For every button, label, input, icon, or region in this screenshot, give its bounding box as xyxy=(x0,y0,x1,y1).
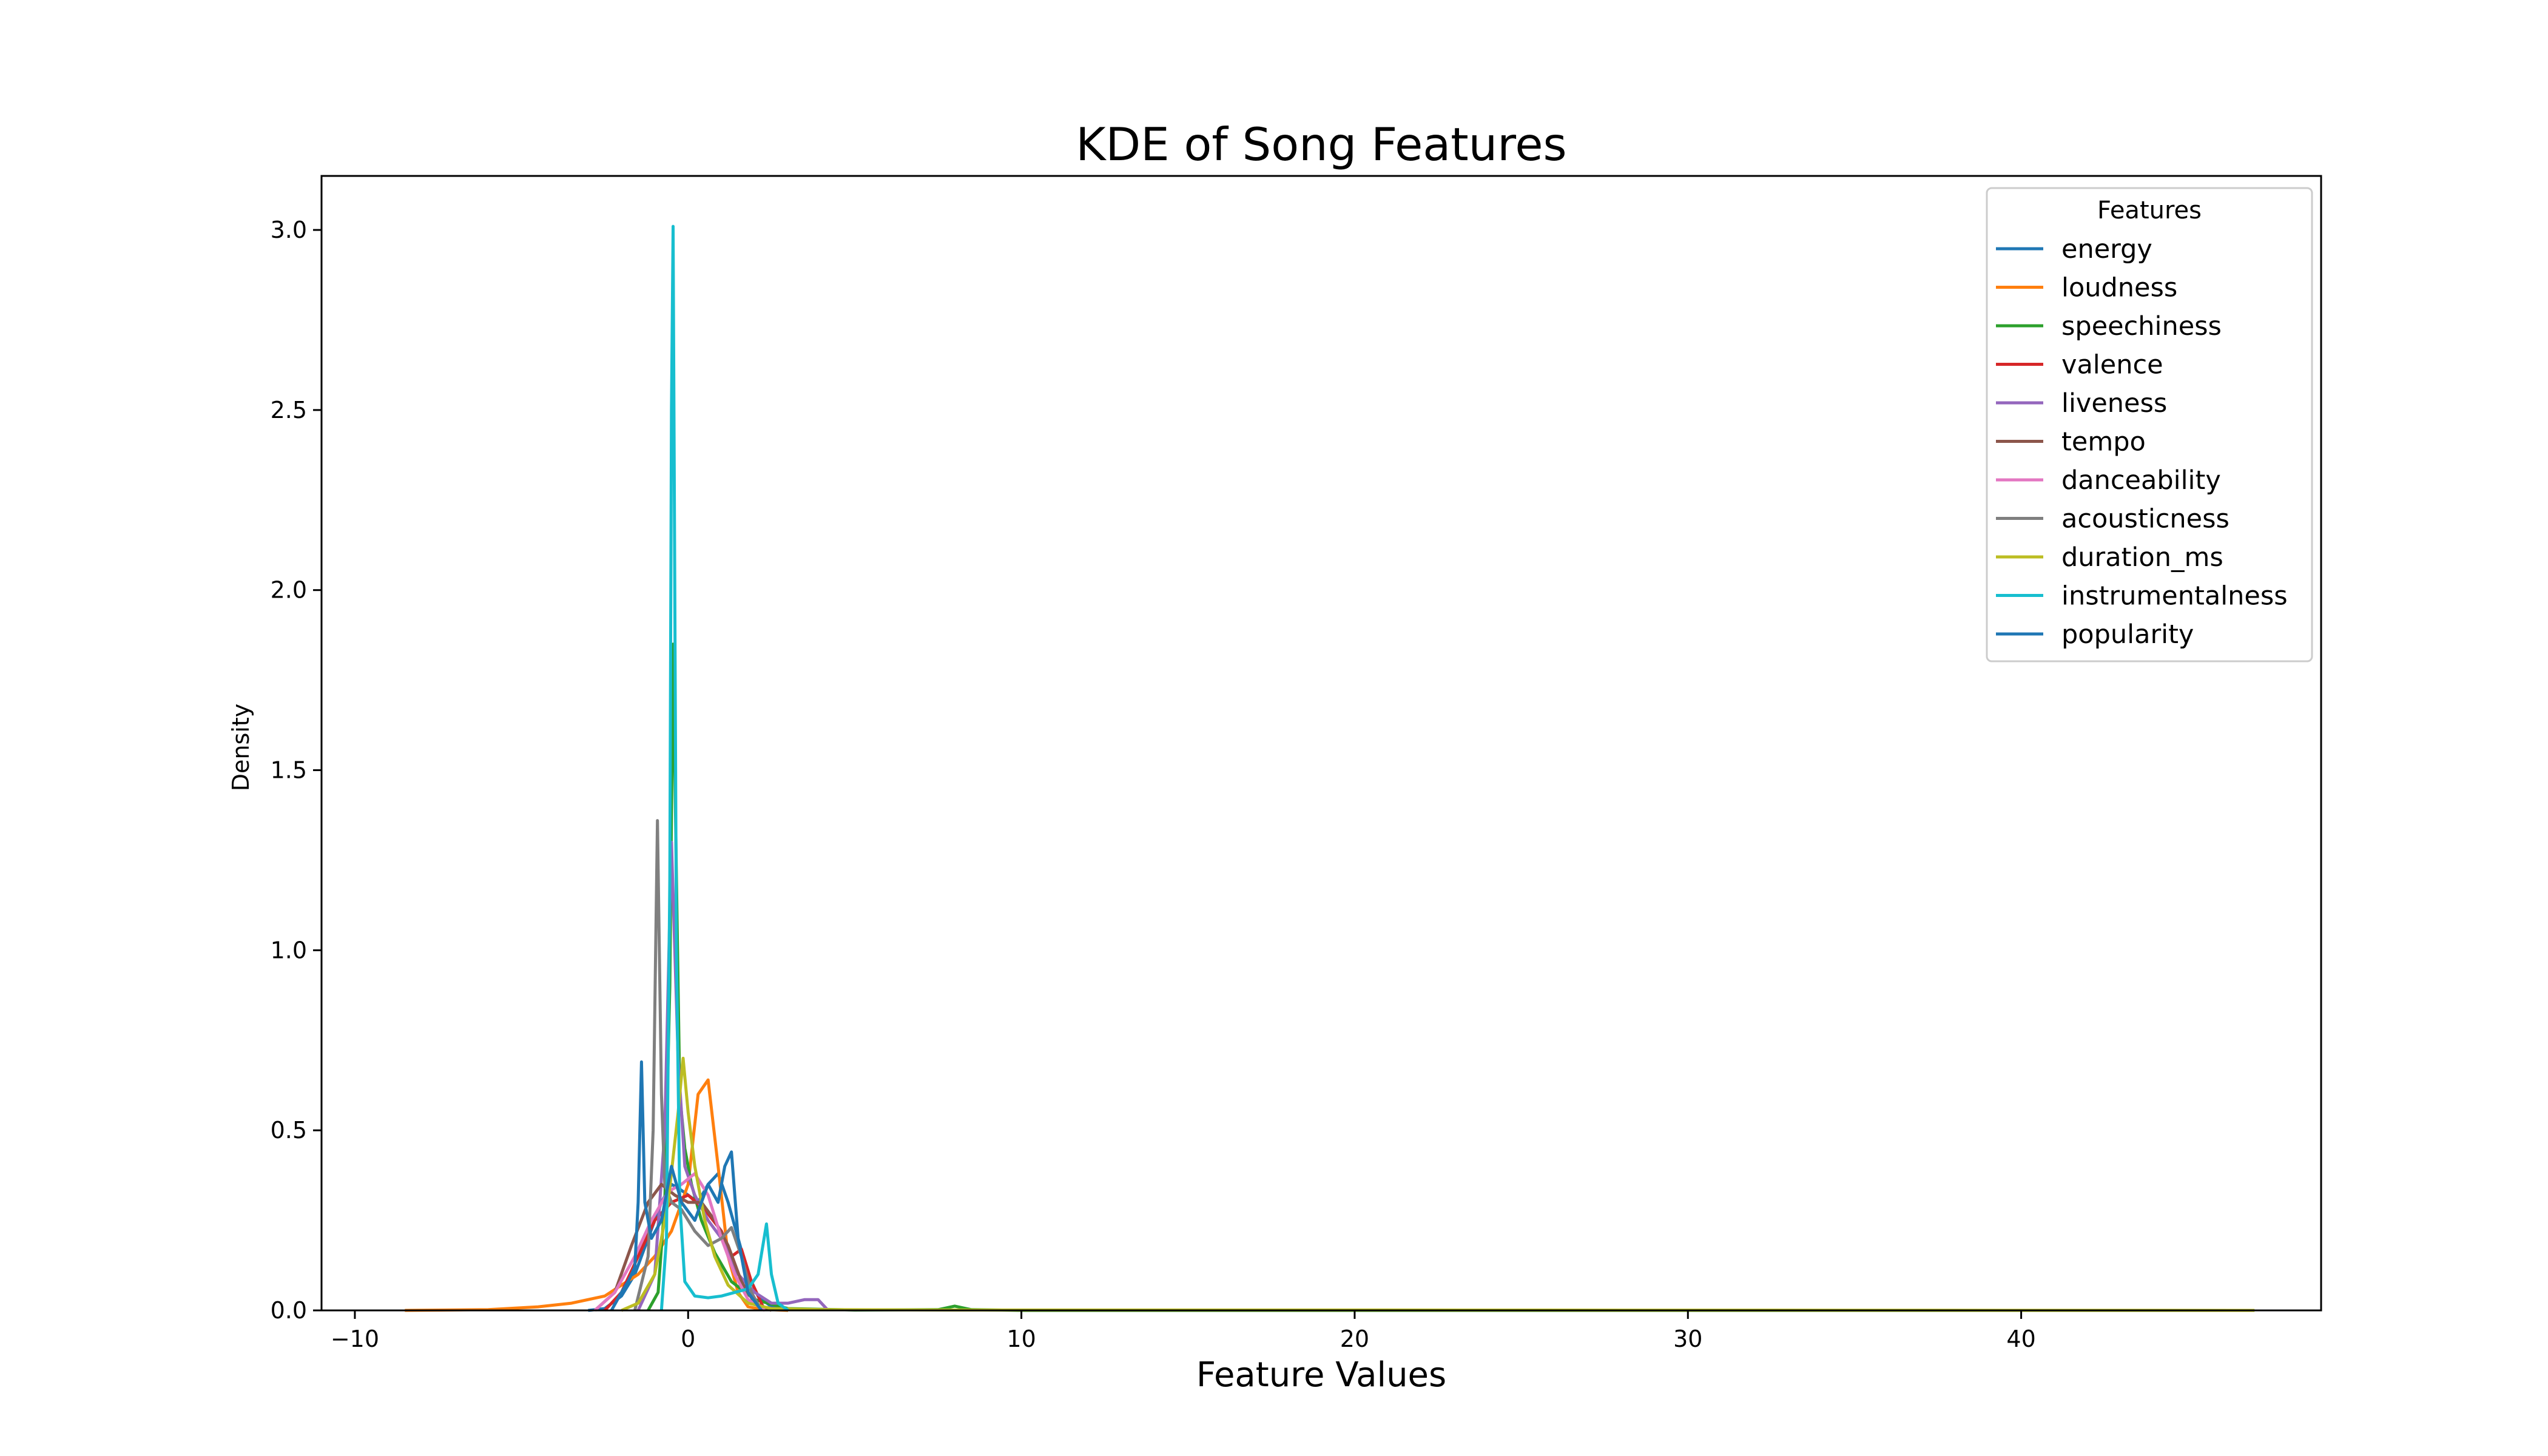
legend-label: speechiness xyxy=(2061,311,2222,342)
x-tick-label: 30 xyxy=(1673,1326,1702,1352)
y-tick-label: 3.0 xyxy=(271,217,307,243)
y-tick-label: 0.5 xyxy=(271,1117,307,1144)
legend-label: valence xyxy=(2061,350,2163,380)
legend-box xyxy=(1986,187,2313,662)
x-tick-label: 0 xyxy=(681,1326,695,1352)
y-tick-label: 1.5 xyxy=(271,757,307,784)
plot-frame xyxy=(320,175,2322,1312)
legend-label: instrumentalness xyxy=(2061,581,2288,612)
x-axis-label: Feature Values xyxy=(1196,1355,1446,1395)
legend-label: acousticness xyxy=(2061,504,2230,534)
y-axis-label: Density xyxy=(228,704,254,791)
legend-label: danceability xyxy=(2061,465,2221,496)
legend-label: liveness xyxy=(2061,388,2167,419)
plot-area xyxy=(405,224,2255,1312)
legend-label: duration_ms xyxy=(2061,542,2223,573)
x-tick-label: 10 xyxy=(1006,1326,1036,1352)
legend-label: loudness xyxy=(2061,273,2177,303)
series-line-instrumentalness xyxy=(659,224,789,1312)
series-line-popularity xyxy=(610,1060,763,1312)
series-line-danceability xyxy=(593,1171,766,1312)
x-axis: −10 0 10 20 30 40 xyxy=(331,1310,2036,1352)
y-tick-label: 0.0 xyxy=(271,1297,307,1324)
y-tick-label: 2.5 xyxy=(271,397,307,423)
legend-title: Features xyxy=(2097,197,2202,224)
x-tick-label: −10 xyxy=(331,1326,379,1352)
legend-label: energy xyxy=(2061,234,2152,265)
series-line-tempo xyxy=(593,1182,772,1312)
y-axis: 0.0 0.5 1.0 1.5 2.0 2.5 3.0 xyxy=(271,217,322,1324)
legend-label: popularity xyxy=(2061,619,2194,650)
legend-label: tempo xyxy=(2061,427,2146,457)
y-tick-label: 1.0 xyxy=(271,937,307,963)
legend: Features energy loudness speechiness valenc… xyxy=(1986,187,2313,662)
x-tick-label: 40 xyxy=(2006,1326,2035,1352)
x-tick-label: 20 xyxy=(1340,1326,1369,1352)
chart-title: KDE of Song Features xyxy=(1076,118,1566,171)
y-tick-label: 2.0 xyxy=(271,577,307,604)
